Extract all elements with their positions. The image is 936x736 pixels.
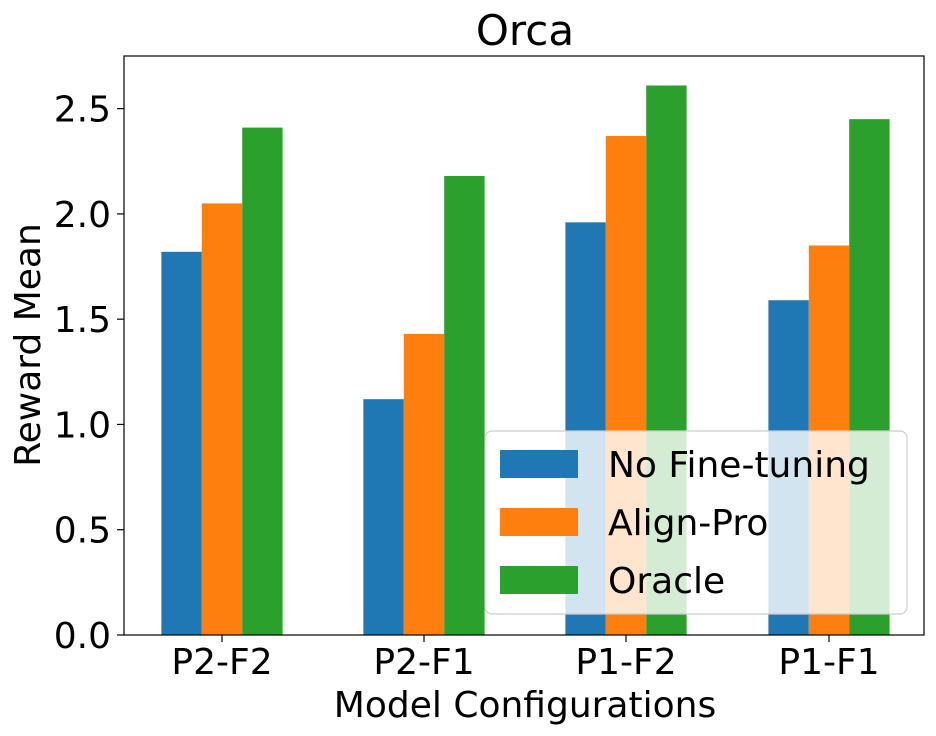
bar-no-fine-tuning-p2-f2: [161, 251, 202, 635]
y-axis-label: Reward Mean: [8, 223, 49, 467]
bar-oracle-p2-f1: [444, 176, 485, 635]
y-tick-label: 0.0: [54, 616, 111, 657]
bar-oracle-p2-f2: [242, 127, 283, 635]
x-axis: P2-F2 P2-F1 P1-F2 P1-F1: [171, 635, 880, 683]
bar-no-fine-tuning-p2-f1: [363, 399, 404, 635]
y-tick-label: 2.5: [54, 90, 111, 131]
legend: No Fine-tuning Align-Pro Oracle: [484, 430, 908, 615]
legend-label: Oracle: [608, 561, 725, 602]
legend-swatch: [500, 450, 578, 478]
chart-title: Orca: [476, 6, 574, 55]
y-axis: 0.0 0.5 1.0 1.5 2.0 2.5: [54, 90, 124, 657]
x-tick-label: P2-F2: [171, 642, 272, 683]
x-tick-label: P1-F2: [575, 642, 676, 683]
legend-box: [484, 430, 908, 615]
x-tick-label: P2-F1: [373, 642, 474, 683]
x-axis-label: Model Configurations: [334, 685, 716, 726]
bar-align-pro-p2-f2: [201, 203, 243, 635]
legend-label: No Fine-tuning: [608, 445, 870, 486]
y-tick-label: 0.5: [54, 511, 111, 552]
legend-swatch: [500, 508, 578, 536]
y-tick-label: 1.5: [54, 300, 111, 341]
legend-label: Align-Pro: [608, 503, 768, 544]
y-tick-label: 1.0: [54, 405, 111, 446]
y-tick-label: 2.0: [54, 195, 111, 236]
x-tick-label: P1-F1: [778, 642, 879, 683]
plot-frame: [123, 55, 925, 636]
bar-align-pro-p2-f1: [403, 333, 445, 635]
legend-swatch: [500, 566, 578, 594]
